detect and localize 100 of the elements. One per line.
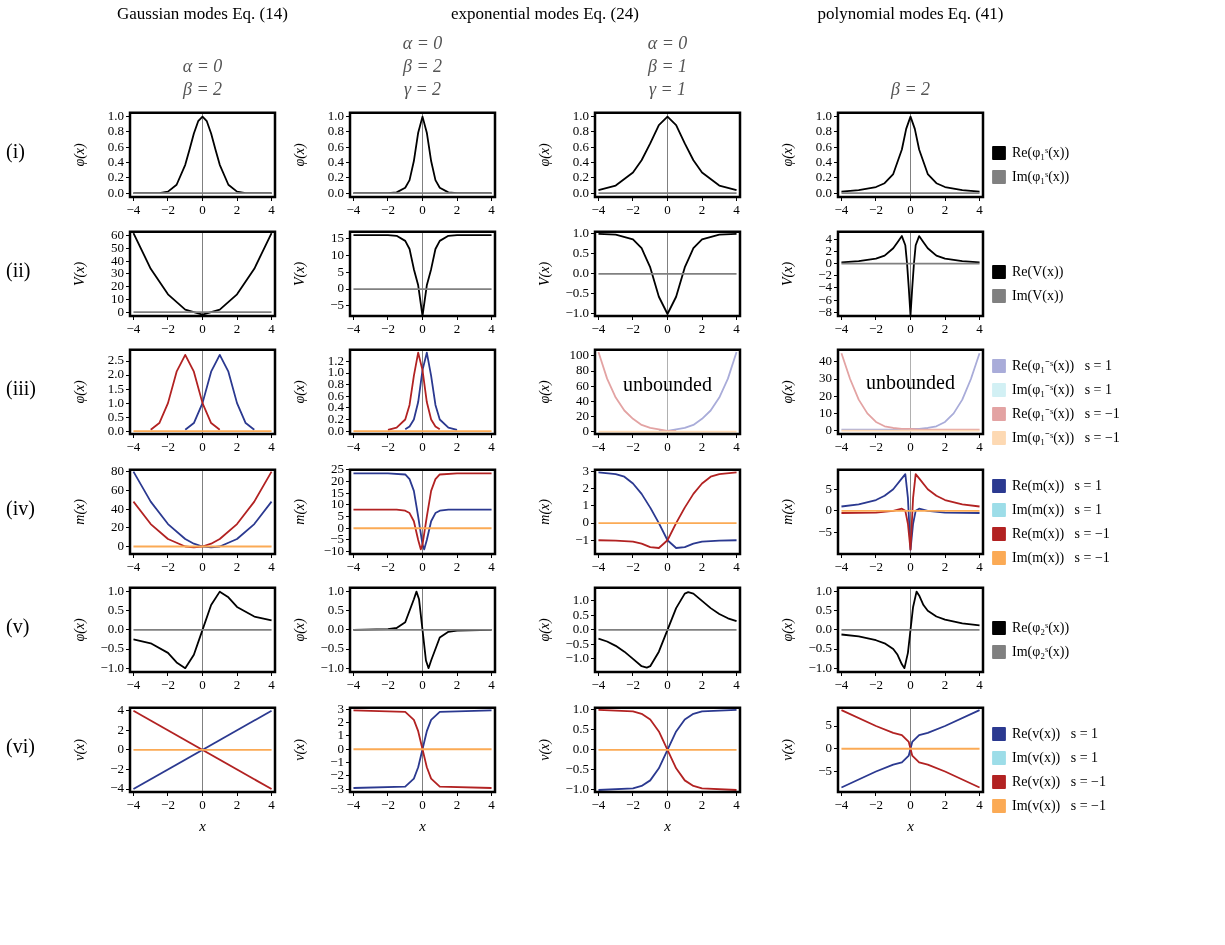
y-axis-title: φ(x) <box>537 379 554 404</box>
y-axis-title: v(x) <box>780 738 797 761</box>
y-tick-label: 1.0 <box>572 108 589 124</box>
y-tick-label: −0.5 <box>320 640 344 656</box>
legend-label: Im(φ₁⁻ˢ(x)) s = 1 <box>1012 381 1112 398</box>
annotation: unbounded <box>866 371 955 394</box>
y-tick-label: 0.2 <box>327 169 344 185</box>
y-tick-label: 0 <box>117 741 124 757</box>
legend-label: Im(φ₂ˢ(x)) <box>1012 643 1070 660</box>
y-tick-label: 1.0 <box>572 701 589 717</box>
text: exponential modes Eq. (24) <box>450 4 640 24</box>
x-tick-label: 0 <box>907 797 914 813</box>
y-tick-label: 0.0 <box>572 265 589 281</box>
y-tick-label: 0.5 <box>572 245 589 261</box>
x-tick-label: 2 <box>453 202 461 218</box>
y-axis-title: V(x) <box>780 261 797 286</box>
x-tick-label: −2 <box>381 321 395 337</box>
x-tick-label: −2 <box>869 677 883 693</box>
x-tick-label: −2 <box>626 677 640 693</box>
y-tick-label: 10 <box>819 404 832 420</box>
y-tick-label: 60 <box>576 377 589 393</box>
y-tick-label: −4 <box>110 780 125 796</box>
y-axis-title: φ(x) <box>72 142 89 167</box>
y-tick-label: 0.0 <box>327 621 344 637</box>
y-axis-title: φ(x) <box>292 379 309 404</box>
x-tick-label: 0 <box>907 202 914 218</box>
legend-label: Re(φ₁⁻ˢ(x)) s = −1 <box>1012 405 1120 422</box>
y-tick-label: 30 <box>111 265 124 281</box>
y-tick-label: 0.2 <box>572 169 589 185</box>
chart-subtitle: β = 2 <box>889 78 932 101</box>
x-tick-label: 4 <box>733 677 741 693</box>
y-tick-label: 0.0 <box>107 184 124 200</box>
y-tick-label: 0.0 <box>107 621 124 637</box>
y-tick-label: 0 <box>337 740 344 756</box>
y-tick-label: 0.5 <box>327 602 344 618</box>
x-tick-label: −2 <box>381 797 395 813</box>
legend-label: Re(m(x)) s = −1 <box>1012 525 1110 542</box>
x-tick-label: 2 <box>698 439 706 455</box>
x-tick-label: 4 <box>268 202 276 218</box>
y-tick-label: 1.0 <box>815 583 832 599</box>
y-tick-label: 1.0 <box>107 108 124 124</box>
y-axis-title: φ(x) <box>780 379 797 404</box>
y-tick-label: 0 <box>582 514 589 530</box>
y-axis-title: m(x) <box>780 498 797 525</box>
x-tick-label: 4 <box>976 439 984 455</box>
x-tick-label: 2 <box>698 677 706 693</box>
y-tick-label: 100 <box>569 347 589 363</box>
x-tick-label: −2 <box>626 797 640 813</box>
y-tick-label: 0.5 <box>815 602 832 618</box>
x-tick-label: 2 <box>233 677 241 693</box>
x-tick-label: −2 <box>626 321 640 337</box>
y-tick-label: 0.0 <box>815 621 832 637</box>
chart-title: Gaussian modes Eq. (14) <box>116 4 289 24</box>
x-tick-label: 2 <box>453 559 461 575</box>
y-tick-label: 3 <box>582 462 589 478</box>
x-tick-label: 0 <box>199 321 206 337</box>
y-tick-label: 15 <box>331 229 344 245</box>
y-axis-title: V(x) <box>72 261 89 286</box>
chart-subtitle: α = 0 β = 1 γ = 1 <box>646 32 689 101</box>
x-tick-label: 0 <box>199 797 206 813</box>
text: (iii) <box>6 377 36 400</box>
y-tick-label: −1 <box>575 531 589 547</box>
legend-label: Re(V(x)) <box>1012 263 1064 280</box>
y-tick-label: −1.0 <box>100 659 124 675</box>
x-tick-label: 4 <box>733 439 741 455</box>
x-tick-label: 0 <box>199 559 206 575</box>
x-tick-label: 4 <box>268 321 276 337</box>
y-axis-title: m(x) <box>537 498 554 525</box>
y-tick-label: 0.4 <box>815 153 833 169</box>
y-tick-label: 0.6 <box>815 138 833 154</box>
y-tick-label: 0.5 <box>572 606 589 622</box>
y-tick-label: 2 <box>337 713 344 729</box>
x-tick-label: 4 <box>488 439 496 455</box>
chart-subtitle: α = 0 β = 2 γ = 2 <box>401 32 444 101</box>
y-tick-label: 0.8 <box>107 123 124 139</box>
y-tick-label: −5 <box>330 297 344 313</box>
legend-label: Re(φ₂ˢ(x)) <box>1012 619 1070 636</box>
y-tick-label: 4 <box>117 702 125 718</box>
x-tick-label: 0 <box>419 559 426 575</box>
x-tick-label: 0 <box>419 439 426 455</box>
y-tick-label: 5 <box>825 480 832 496</box>
y-tick-label: 80 <box>576 362 589 378</box>
x-tick-label: 0 <box>199 677 206 693</box>
x-tick-label: 4 <box>268 559 276 575</box>
y-axis-title: φ(x) <box>537 617 554 642</box>
y-axis-title: φ(x) <box>72 379 89 404</box>
y-tick-label: −1.0 <box>320 659 344 675</box>
y-tick-label: 1.5 <box>107 380 124 396</box>
y-tick-label: 0.0 <box>327 184 344 200</box>
x-tick-label: −2 <box>626 559 640 575</box>
x-tick-label: −2 <box>869 202 883 218</box>
x-tick-label: −2 <box>381 559 395 575</box>
x-tick-label: 2 <box>698 797 706 813</box>
x-tick-label: 2 <box>941 439 949 455</box>
x-tick-label: −2 <box>869 439 883 455</box>
y-tick-label: 0.6 <box>572 138 590 154</box>
y-tick-label: −0.5 <box>808 640 832 656</box>
x-tick-label: 0 <box>664 439 671 455</box>
x-tick-label: −2 <box>869 559 883 575</box>
x-tick-label: 2 <box>233 439 241 455</box>
